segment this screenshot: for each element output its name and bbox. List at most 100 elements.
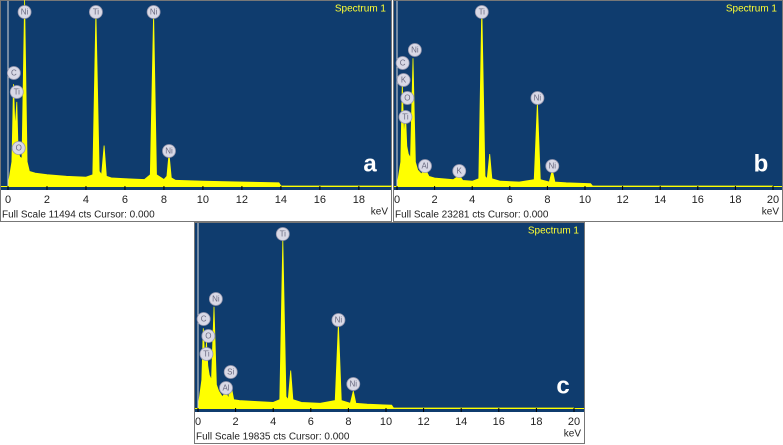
x-tick-label: 18 [353,194,365,206]
footer: Full Scale 11494 cts Cursor: 0.000 [2,210,155,221]
x-tick-label: 14 [455,416,467,428]
peak-badge [6,66,21,80]
plot-background [195,223,584,412]
x-tick-label: 16 [314,194,326,206]
peak-badge [275,227,290,241]
peak-badge [396,73,411,87]
x-tick-label: 8 [345,416,351,428]
spectrum-title: Spectrum 1 [726,4,778,15]
x-tick-label: 0 [5,194,11,206]
x-tick-label: 2 [432,194,438,206]
peak-label: Al [421,162,428,171]
peak-label: C [400,59,406,68]
x-tick-label: 12 [417,416,429,428]
peak-label: Ni [150,8,158,17]
x-tick-label: 8 [544,194,550,206]
peak-badge [219,381,233,395]
peak-badge [331,313,346,327]
footer: Full Scale 23281 cts Cursor: 0.000 [395,210,549,221]
peak-badge [452,164,467,178]
peak-label: Ni [534,94,542,103]
panel-label: b [754,150,769,177]
plot-background [1,1,391,190]
panel-label: a [363,150,377,177]
x-tick-label: 10 [197,194,209,206]
peak-label: Si [227,368,234,377]
x-tick-label: 20 [767,194,779,206]
peak-label: Ni [212,295,220,304]
spectrum-title: Spectrum 1 [335,4,387,15]
peak-badge [199,347,214,361]
x-tick-label: 4 [83,194,89,206]
x-tick-label: 6 [507,194,513,206]
peak-label: K [401,76,407,85]
peak-badge [17,5,32,19]
x-tick-label: 4 [469,194,475,206]
peak-badge [146,5,161,19]
peak-label: Ti [402,113,409,122]
x-tick-label: 10 [579,194,591,206]
peak-badge [11,141,26,155]
peak-badge [398,110,413,124]
spectrum-title: Spectrum 1 [528,226,580,237]
x-tick-label: 2 [233,416,239,428]
x-axis-label: keV [564,429,582,440]
x-tick-label: 20 [568,416,580,428]
peak-label: Ni [335,316,343,325]
x-tick-label: 12 [616,194,628,206]
spectrum-area [197,239,574,409]
peak-badge [346,377,361,391]
x-tick-label: 6 [308,416,314,428]
peak-label: Ti [479,8,486,17]
peak-label: K [457,167,463,176]
peak-badge [9,85,24,99]
peak-label: Ni [549,162,557,171]
peak-badge [530,91,545,105]
peak-badge [418,159,432,173]
peak-label: Ni [411,46,419,55]
peak-label: C [11,69,17,78]
peak-label: Ni [350,380,358,389]
peak-label: Ni [165,147,173,156]
peak-label: C [201,315,207,324]
peak-label: Al [222,384,229,393]
spectrum-panel: 0 2 4 6 8 10 12 14 16 18 keV Full Scale 11494 cts C… [0,0,392,222]
spectrum-area [7,0,392,187]
x-tick-label: 14 [275,194,287,206]
peak-label: Ti [203,350,210,359]
peak-badge [223,365,238,379]
peak-label: Ti [14,88,21,97]
footer: Full Scale 19835 cts Cursor: 0.000 [196,432,350,443]
peak-badge [201,329,216,343]
x-tick-label: 16 [692,194,704,206]
x-axis-label: keV [371,207,389,218]
peak-badge [545,159,560,173]
x-tick-label: 0 [394,194,400,206]
peak-badge [395,56,410,70]
x-tick-label: 14 [654,194,666,206]
peak-badge [162,144,176,158]
peak-label: O [205,332,211,341]
x-tick-label: 18 [530,416,542,428]
panel-label: c [556,372,569,399]
x-tick-label: 10 [380,416,392,428]
peak-badge [89,5,103,19]
peak-label: Ti [280,230,287,239]
peak-badge [196,312,211,326]
x-tick-label: 6 [122,194,128,206]
peak-label: O [16,144,22,153]
peak-label: Ti [93,8,100,17]
x-tick-label: 16 [493,416,505,428]
peak-badge [208,292,223,306]
x-tick-label: 4 [270,416,276,428]
x-tick-label: 0 [195,416,201,428]
peak-label: O [404,94,410,103]
x-tick-label: 12 [236,194,248,206]
x-tick-label: 8 [161,194,167,206]
x-tick-label: 2 [44,194,50,206]
peak-badge [407,43,422,57]
